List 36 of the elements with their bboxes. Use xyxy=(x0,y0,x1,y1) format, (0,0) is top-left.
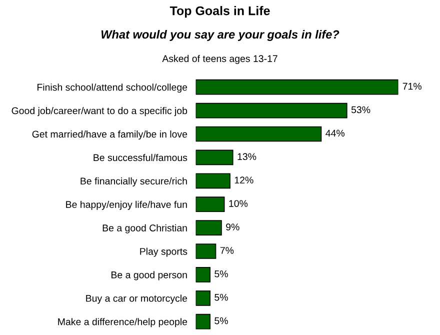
y-tick-label: Make a difference/help people xyxy=(58,318,188,328)
data-label: 12% xyxy=(234,176,254,184)
y-tick-label: Good job/career/want to do a specific job xyxy=(12,107,188,116)
y-tick-label: Be a good Christian xyxy=(102,224,187,234)
data-label: 5% xyxy=(214,294,228,301)
data-label: 13% xyxy=(238,153,256,160)
data-label: 7% xyxy=(220,247,234,254)
y-tick-label: Be a good person xyxy=(112,271,187,280)
chart-subtitle: What would you say are your goals in life? xyxy=(101,30,340,41)
text: Asked of teens ages 13-17 xyxy=(162,54,278,64)
bar xyxy=(196,150,234,166)
data-label: 44% xyxy=(326,130,345,137)
data-label: 53% xyxy=(351,106,370,114)
bar xyxy=(196,244,216,259)
bar xyxy=(196,102,348,118)
bar xyxy=(196,196,225,212)
y-tick-label: Buy a car or motorcycle xyxy=(86,294,188,304)
data-label: 9% xyxy=(226,224,240,230)
bar xyxy=(196,126,322,142)
y-tick-label: Get married/have a family/be in love xyxy=(32,130,188,140)
bar xyxy=(196,314,210,330)
data-label: 71% xyxy=(402,82,422,90)
bar xyxy=(196,290,210,306)
chart-title: Top Goals in Life xyxy=(170,6,270,18)
data-label: 5% xyxy=(214,270,228,278)
bar xyxy=(196,79,398,95)
y-tick-label: Play sports xyxy=(140,248,188,257)
y-tick-label: Be happy/enjoy life/have fun xyxy=(66,200,187,210)
y-tick-label: Be financially secure/rich xyxy=(80,177,187,186)
y-tick-label: Finish school/attend school/college xyxy=(37,84,188,93)
bar xyxy=(196,267,210,282)
bar xyxy=(196,220,222,236)
bar xyxy=(196,173,230,189)
y-tick-label: Be successful/famous xyxy=(94,154,188,162)
data-label: 10% xyxy=(229,200,248,207)
data-label: 5% xyxy=(214,317,228,324)
